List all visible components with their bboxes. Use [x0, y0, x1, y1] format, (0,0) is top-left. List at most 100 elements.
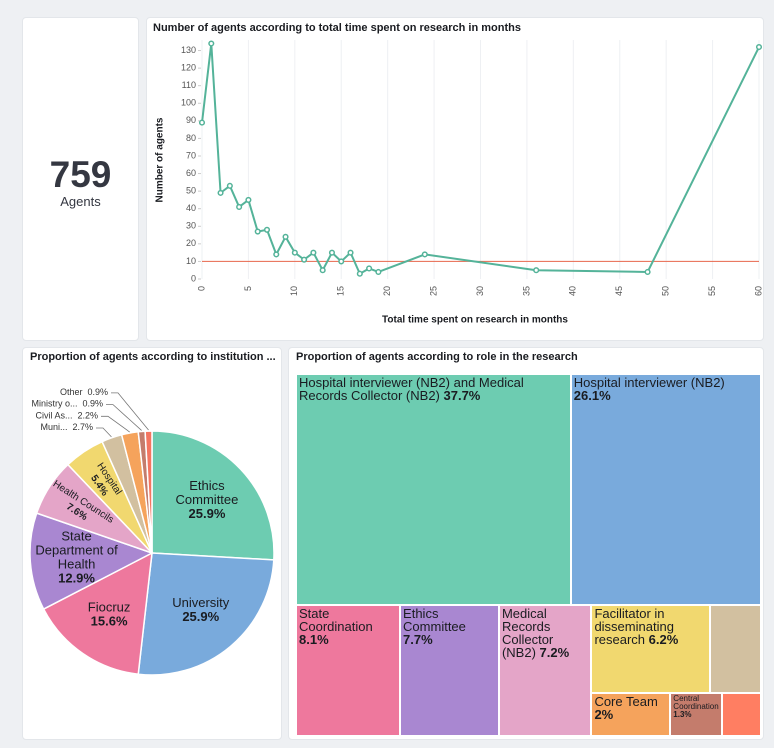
pie-slice: [151, 430, 275, 561]
slice-label: Ministry o... 0.9%: [31, 399, 103, 409]
pie-slice: [29, 512, 154, 611]
x-tick-label: 0: [196, 286, 206, 291]
pie-title: Proportion of agents according to instit…: [30, 351, 276, 363]
slice-name: Fiocruz: [88, 600, 131, 615]
data-point: [217, 189, 224, 196]
slice-label: State Department of Health 12.9%: [35, 529, 118, 586]
slice-name-line: Health: [58, 557, 96, 572]
data-point: [282, 233, 289, 240]
y-axis-label: Number of agents: [155, 117, 166, 202]
treemap-cell: Ethics Committee 7.7%: [400, 604, 499, 736]
cell-value: 37.7%: [443, 388, 481, 403]
cell-name: Central Coordination: [673, 694, 719, 712]
slice-value: 2.2%: [77, 411, 98, 421]
treemap-cell: Hospital interviewer (NB2) 26.1%: [570, 374, 761, 605]
data-point: [236, 203, 243, 210]
data-point: [421, 251, 428, 258]
slice-name: Ethics Committee: [176, 478, 239, 507]
slice-label: Muni... 2.7%: [40, 422, 93, 432]
y-tick-label: 40: [186, 203, 196, 213]
data-point: [245, 196, 252, 203]
y-tick-label: 80: [186, 133, 196, 143]
cell-name: Hospital interviewer (NB2) and Medical R…: [299, 375, 524, 403]
y-tick-label: 70: [186, 150, 196, 160]
y-tick-label: 90: [186, 115, 196, 125]
pie-slice: [144, 430, 153, 554]
y-tick-label: 0: [191, 273, 196, 283]
data-point: [263, 226, 271, 233]
cell-value: 6.2%: [648, 631, 679, 647]
y-tick-label: 100: [181, 98, 196, 108]
cell-name: Hospital interviewer (NB2): [573, 375, 725, 390]
treemap-cell: Central Coordination 1.3%: [670, 693, 722, 736]
data-point: [755, 43, 763, 51]
slice-value: 12.9%: [58, 571, 95, 586]
treemap-cell: Hospital interviewer (NB2) and Medical R…: [296, 374, 571, 605]
data-point: [366, 265, 373, 272]
slice-value: 0.9%: [87, 387, 108, 397]
cell-name: Facilitator in disseminating research: [594, 605, 674, 647]
leader-line: [96, 427, 112, 438]
slice-value: 25.9%: [182, 609, 219, 624]
data-point: [301, 256, 308, 263]
x-tick-label: 40: [568, 286, 578, 296]
data-point: [347, 249, 354, 256]
slice-name-line: Department of: [35, 543, 118, 558]
x-tick-label: 10: [289, 286, 299, 296]
slice-label: Fiocruz 15.6%: [88, 600, 131, 629]
data-point: [533, 267, 540, 274]
slice-name: Civil As...: [35, 411, 72, 421]
y-tick-label: 120: [181, 62, 196, 72]
cell-value: 2%: [594, 707, 614, 723]
metric-label: Agents: [60, 194, 101, 209]
slice-name-line: State: [61, 529, 91, 544]
slice-value: 2.7%: [72, 422, 93, 432]
treemap-title: Proportion of agents according to role i…: [296, 351, 578, 363]
cell-value: 7.2%: [539, 644, 570, 660]
cell-value: 8.1%: [299, 631, 329, 647]
y-tick-label: 60: [186, 168, 196, 178]
treemap-cell: State Coordination 8.1%: [296, 604, 401, 736]
y-tick-label: 110: [182, 80, 196, 90]
data-point: [319, 267, 326, 274]
slice-name-line: Ethics: [189, 478, 225, 493]
slice-label: Civil As... 2.2%: [35, 411, 98, 421]
treemap-cell: Core Team 2%: [591, 693, 671, 736]
treemap-cell: Medical Records Collector (NB2) 7.2%: [498, 604, 592, 736]
treemap-cell: [709, 604, 761, 694]
cell-name: Medical Records Collector (NB2): [501, 605, 554, 660]
line-panel: [146, 17, 764, 341]
line-series: [201, 43, 760, 276]
slice-value: 25.9%: [189, 506, 226, 521]
treemap-cell: Facilitator in disseminating research 6.…: [591, 604, 710, 694]
data-point: [375, 268, 382, 276]
slice-name: Muni...: [40, 422, 67, 432]
slice-value: 0.9%: [82, 399, 103, 409]
slice-label: University 25.9%: [172, 595, 230, 624]
x-tick-label: 45: [614, 286, 624, 296]
cell-name: Ethics Committee: [403, 605, 466, 634]
x-tick-label: 30: [475, 286, 485, 296]
line-title: Number of agents according to total time…: [153, 22, 521, 34]
slice-name-line: University: [172, 595, 230, 610]
data-point: [198, 119, 206, 126]
data-point: [644, 268, 651, 276]
y-tick-label: 10: [186, 256, 196, 266]
x-tick-label: 15: [336, 286, 346, 296]
cell-value: 26.1%: [573, 388, 611, 403]
data-point: [226, 182, 233, 189]
cell-value: 1.3%: [673, 710, 692, 720]
cell-name: State Coordination: [299, 605, 373, 634]
y-tick-label: 20: [186, 238, 196, 248]
leader-line: [106, 404, 142, 431]
y-tick-label: 30: [186, 221, 196, 231]
slice-name-line: Fiocruz: [88, 600, 131, 615]
x-tick-label: 60: [753, 286, 763, 296]
cell-value: 7.7%: [403, 631, 433, 647]
pie-slice: [42, 551, 153, 676]
x-tick-label: 50: [661, 286, 671, 296]
leader-line: [101, 415, 130, 433]
metric-value: 759: [49, 154, 112, 195]
data-point: [208, 40, 215, 47]
